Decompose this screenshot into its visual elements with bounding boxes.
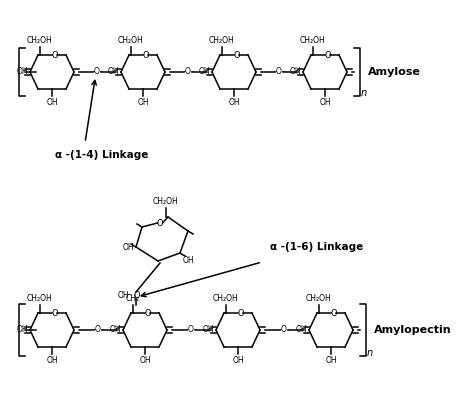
Text: OH: OH bbox=[108, 67, 119, 76]
Text: OH: OH bbox=[289, 67, 301, 76]
Text: OH: OH bbox=[202, 326, 214, 335]
Text: O: O bbox=[143, 50, 149, 59]
Text: OH: OH bbox=[139, 356, 151, 365]
Text: -O-: -O- bbox=[279, 326, 291, 335]
Text: n: n bbox=[361, 88, 367, 98]
Text: CH₂OH: CH₂OH bbox=[27, 36, 53, 45]
Text: OH: OH bbox=[228, 98, 240, 107]
Text: Amylopectin: Amylopectin bbox=[374, 325, 452, 335]
Text: O: O bbox=[52, 50, 58, 59]
Text: Amylose: Amylose bbox=[368, 67, 421, 77]
Text: O: O bbox=[325, 50, 331, 59]
Text: OH: OH bbox=[325, 356, 337, 365]
Text: CH₂OH: CH₂OH bbox=[306, 294, 332, 303]
Text: OH: OH bbox=[118, 290, 129, 299]
Text: OH: OH bbox=[46, 356, 58, 365]
Text: OH: OH bbox=[17, 326, 28, 335]
Text: O: O bbox=[145, 309, 151, 318]
Text: -O-: -O- bbox=[273, 67, 285, 76]
Text: OH: OH bbox=[137, 98, 149, 107]
Text: O: O bbox=[234, 50, 240, 59]
Text: OH: OH bbox=[109, 326, 121, 335]
Text: O: O bbox=[331, 309, 337, 318]
Text: CH₂OH: CH₂OH bbox=[213, 294, 239, 303]
Text: OH: OH bbox=[122, 242, 134, 252]
Text: -O-: -O- bbox=[185, 326, 198, 335]
Text: CH₂OH: CH₂OH bbox=[27, 294, 53, 303]
Text: CH₂OH: CH₂OH bbox=[300, 36, 326, 45]
Text: O: O bbox=[157, 219, 164, 227]
Text: α -(1-6) Linkage: α -(1-6) Linkage bbox=[270, 242, 363, 252]
Text: OH: OH bbox=[17, 67, 28, 76]
Text: O: O bbox=[134, 290, 141, 299]
Text: OH: OH bbox=[199, 67, 210, 76]
Text: O: O bbox=[52, 309, 58, 318]
Text: O: O bbox=[237, 309, 244, 318]
Text: α -(1-4) Linkage: α -(1-4) Linkage bbox=[55, 150, 148, 160]
Text: -O-: -O- bbox=[92, 326, 104, 335]
Text: OH: OH bbox=[46, 98, 58, 107]
Text: OH: OH bbox=[232, 356, 244, 365]
Text: OH: OH bbox=[319, 98, 331, 107]
Text: -O-: -O- bbox=[91, 67, 103, 76]
Text: -O-: -O- bbox=[182, 67, 194, 76]
Text: CH₂OH: CH₂OH bbox=[209, 36, 235, 45]
Text: OH: OH bbox=[183, 256, 195, 265]
Text: n: n bbox=[367, 348, 373, 358]
Text: CH₂OH: CH₂OH bbox=[118, 36, 144, 45]
Text: CH₂OH: CH₂OH bbox=[153, 197, 179, 206]
Text: CH₂: CH₂ bbox=[126, 294, 140, 303]
Text: OH: OH bbox=[295, 326, 307, 335]
